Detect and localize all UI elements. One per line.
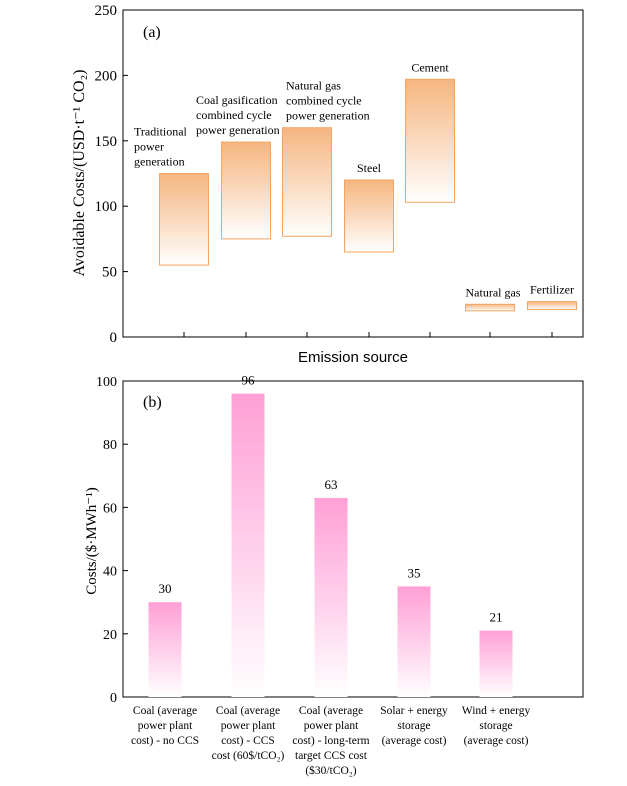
panel-a: (a) 0 50 100 150 200 250 Traditional power gene… (71, 3, 584, 366)
panel-a-y-label: Avoidable Costs/(USD·t⁻¹ CO₂) (71, 70, 88, 277)
panel-a-bar (405, 78, 455, 203)
panel-b-value-label: 21 (490, 610, 503, 625)
panel-a-y-tick-label: 200 (95, 68, 118, 84)
panel-a-bar (465, 303, 515, 312)
panel-b-y-tick-label: 100 (96, 375, 117, 390)
panel-a-bar (221, 141, 271, 240)
panel-b-value-label: 96 (242, 373, 256, 388)
panel-b-bar (314, 497, 348, 697)
panel-b-value-label: 63 (325, 477, 338, 492)
panel-a-y-tick-label: 0 (110, 330, 118, 346)
panel-b-y-tick-label: 60 (103, 501, 117, 516)
panel-b-bar (397, 586, 431, 697)
panel-b-category-label: Coal (average power plant cost) - long-ter… (292, 705, 369, 777)
panel-b-y-label: Costs/($·MWh⁻¹) (84, 487, 100, 594)
panel-a-y-axis: 0 50 100 150 200 250 (95, 3, 128, 346)
panel-b-label: (b) (143, 394, 162, 411)
panel-b-bar (148, 602, 182, 697)
panel-b-category-label: Coal (average power plant cost) - no CCS (131, 705, 199, 747)
panel-b-value-label: 35 (408, 565, 421, 580)
panel-b-y-axis: 0 20 40 60 80 100 (96, 375, 128, 706)
panel-a-y-tick-label: 100 (95, 199, 118, 215)
panel-b-bar (479, 630, 513, 697)
panel-a-label: (a) (143, 24, 161, 41)
panel-b-category-label: Solar + energy storage (average cost) (380, 705, 448, 747)
panel-b-category-labels: Coal (average power plant cost) - no CCS Co… (131, 705, 530, 777)
panel-a-y-tick-label: 250 (95, 3, 118, 19)
panel-a-bar-label: Coal gasification combined cycle power gen… (196, 93, 280, 137)
panel-a-y-tick-label: 50 (102, 265, 117, 281)
panel-b-y-tick-label: 20 (103, 628, 117, 643)
panel-a-bar-label: Steel (357, 161, 382, 175)
panel-a-bar (344, 179, 394, 253)
panel-a-y-tick-label: 150 (95, 134, 118, 150)
panel-b-category-label: Wind + energy storage (average cost) (462, 705, 531, 747)
panel-a-x-ticks (183, 332, 553, 337)
panel-a-bar-label: Fertilizer (530, 283, 574, 297)
panel-a-x-label: Emission source (298, 349, 408, 366)
panel-a-bars (159, 78, 577, 312)
panel-b-frame (122, 380, 584, 698)
panel-a-bar (527, 301, 577, 311)
panel-a-bar-label: Traditional power generation (134, 125, 188, 169)
panel-b-bar (231, 393, 265, 697)
panel-a-bar (282, 127, 332, 237)
panel-b-bars (148, 393, 513, 697)
panel-b-y-tick-label: 40 (103, 565, 117, 580)
panel-a-bar (159, 173, 209, 266)
panel-a-frame (122, 9, 584, 338)
panel-b-value-label: 30 (159, 581, 172, 596)
panel-a-bar-label: Natural gas (466, 285, 521, 299)
panel-a-bar-label: Natural gas combined cycle power generatio… (286, 79, 370, 123)
panel-b-y-tick-label: 80 (103, 438, 117, 453)
panel-b: (b) 0 20 40 60 80 100 30 96 63 35 21 Coal (averag… (84, 373, 584, 777)
panel-b-category-label: Coal (average power plant cost) - CCS cost … (212, 705, 285, 762)
panel-b-y-tick-label: 0 (110, 691, 117, 706)
panel-b-value-labels: 30 96 63 35 21 (159, 373, 503, 625)
panel-a-bar-label: Cement (411, 60, 449, 74)
